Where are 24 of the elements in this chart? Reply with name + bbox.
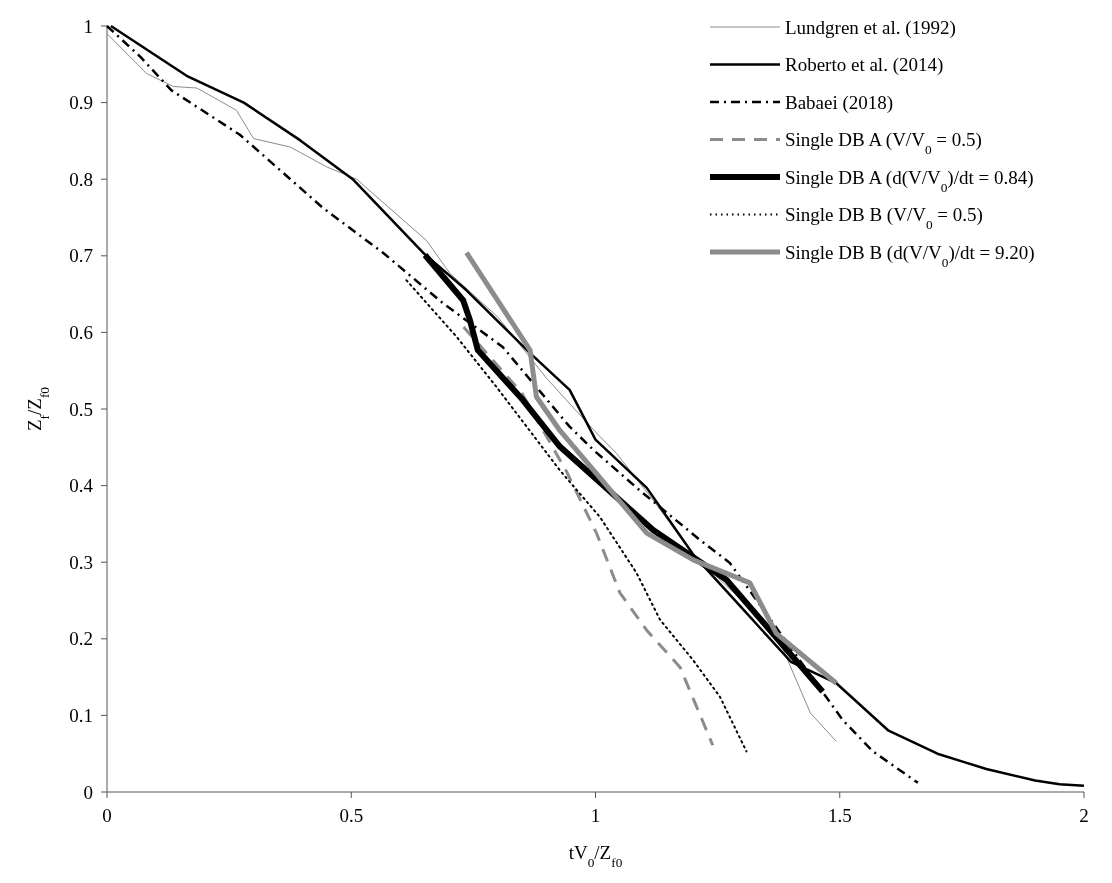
x-axis-title: tV$_{0}$/Z$_{f0}$ bbox=[568, 842, 623, 870]
y-tick-label: 0.1 bbox=[69, 705, 93, 727]
y-tick-label: 0.4 bbox=[69, 475, 94, 497]
x-tick-label: 2 bbox=[1079, 805, 1089, 826]
legend-label: Single DB B (V/V$_{0}$ = 0.5) bbox=[785, 204, 983, 232]
legend-label: Babaei (2018) bbox=[785, 91, 894, 114]
y-tick-label: 1 bbox=[83, 15, 93, 37]
x-tick-label: 1.5 bbox=[827, 805, 852, 826]
y-tick-label: 0.5 bbox=[69, 398, 93, 420]
y-tick-label: 0.8 bbox=[69, 168, 93, 190]
legend-label: Single DB A (V/V$_{0}$ = 0.5) bbox=[785, 129, 982, 157]
x-tick-label: 0 bbox=[102, 805, 112, 826]
legend-label: Single DB B (d(V/V$_{0}$)/dt = 9.20) bbox=[785, 241, 1035, 270]
x-tick-label: 0.5 bbox=[339, 805, 364, 826]
y-tick-label: 0.7 bbox=[69, 245, 93, 267]
y-tick-label: 0 bbox=[83, 781, 93, 803]
x-tick-label: 1 bbox=[590, 805, 601, 826]
y-tick-label: 0.3 bbox=[69, 551, 93, 573]
legend-label: Roberto et al. (2014) bbox=[785, 54, 944, 77]
legend-label: Single DB A (d(V/V$_{0}$)/dt = 0.84) bbox=[785, 166, 1034, 195]
y-tick-label: 0.9 bbox=[69, 92, 93, 114]
legend-label: Lundgren et al. (1992) bbox=[785, 16, 956, 39]
y-tick-label: 0.2 bbox=[69, 628, 93, 650]
y-tick-label: 0.6 bbox=[69, 322, 93, 344]
